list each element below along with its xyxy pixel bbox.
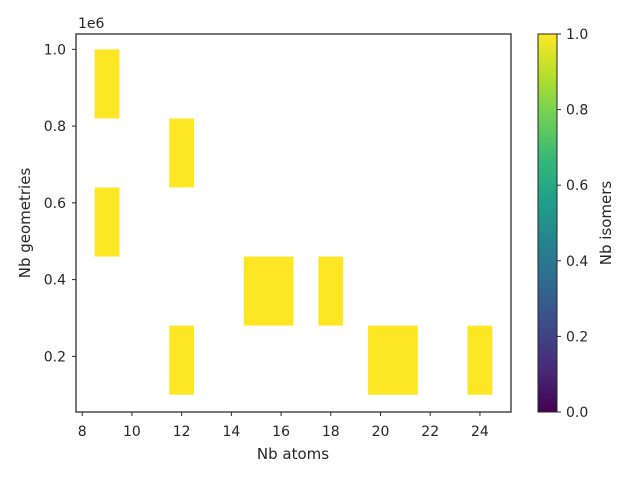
heatmap-cell: [243, 256, 294, 326]
heatmap-cell: [169, 325, 195, 395]
colorbar-tick-label: 0.4: [566, 254, 588, 270]
y-tick-label: 1.0: [44, 42, 66, 58]
x-tick-label: 24: [471, 424, 489, 440]
heatmap-cell: [169, 118, 195, 188]
x-axis-label: Nb atoms: [257, 445, 329, 463]
x-tick-label: 20: [372, 424, 390, 440]
x-tick-label: 22: [421, 424, 439, 440]
y-axis-ticks: 0.2 0.4 0.6 0.8 1.0: [44, 42, 76, 365]
heatmap-cell: [368, 325, 418, 395]
heatmap-cell: [467, 325, 493, 395]
colorbar-tick-label: 0.2: [566, 329, 588, 345]
colorbar-tick-label: 1.0: [566, 27, 588, 43]
y-tick-label: 0.4: [44, 273, 66, 289]
x-tick-label: 12: [173, 424, 191, 440]
colorbar: [537, 33, 558, 413]
y-axis-offset-label: 1e6: [78, 16, 105, 32]
colorbar-tick-label: 0.8: [566, 103, 588, 119]
y-tick-label: 0.2: [44, 349, 66, 365]
x-tick-label: 10: [123, 424, 141, 440]
x-axis-ticks: 8 10 12 14 16 18 20 22 24: [78, 412, 489, 440]
colorbar-tick-label: 0.0: [566, 405, 588, 421]
y-axis-label: Nb geometries: [16, 168, 34, 279]
heatmap-cell: [94, 49, 120, 119]
colorbar-tick-label: 0.6: [566, 178, 588, 194]
x-tick-label: 8: [78, 424, 87, 440]
x-tick-label: 16: [272, 424, 290, 440]
colorbar-label: Nb isomers: [597, 181, 615, 266]
y-tick-label: 0.8: [44, 119, 66, 135]
heatmap-cell: [318, 256, 344, 326]
colorbar-ticks: 0.0 0.2 0.4 0.6 0.8 1.0: [557, 27, 588, 421]
heatmap-cells: [94, 49, 493, 395]
heatmap-cell: [94, 187, 120, 257]
y-tick-label: 0.6: [44, 196, 66, 212]
x-tick-label: 14: [222, 424, 240, 440]
plot-frame: [75, 33, 512, 413]
x-tick-label: 18: [322, 424, 340, 440]
